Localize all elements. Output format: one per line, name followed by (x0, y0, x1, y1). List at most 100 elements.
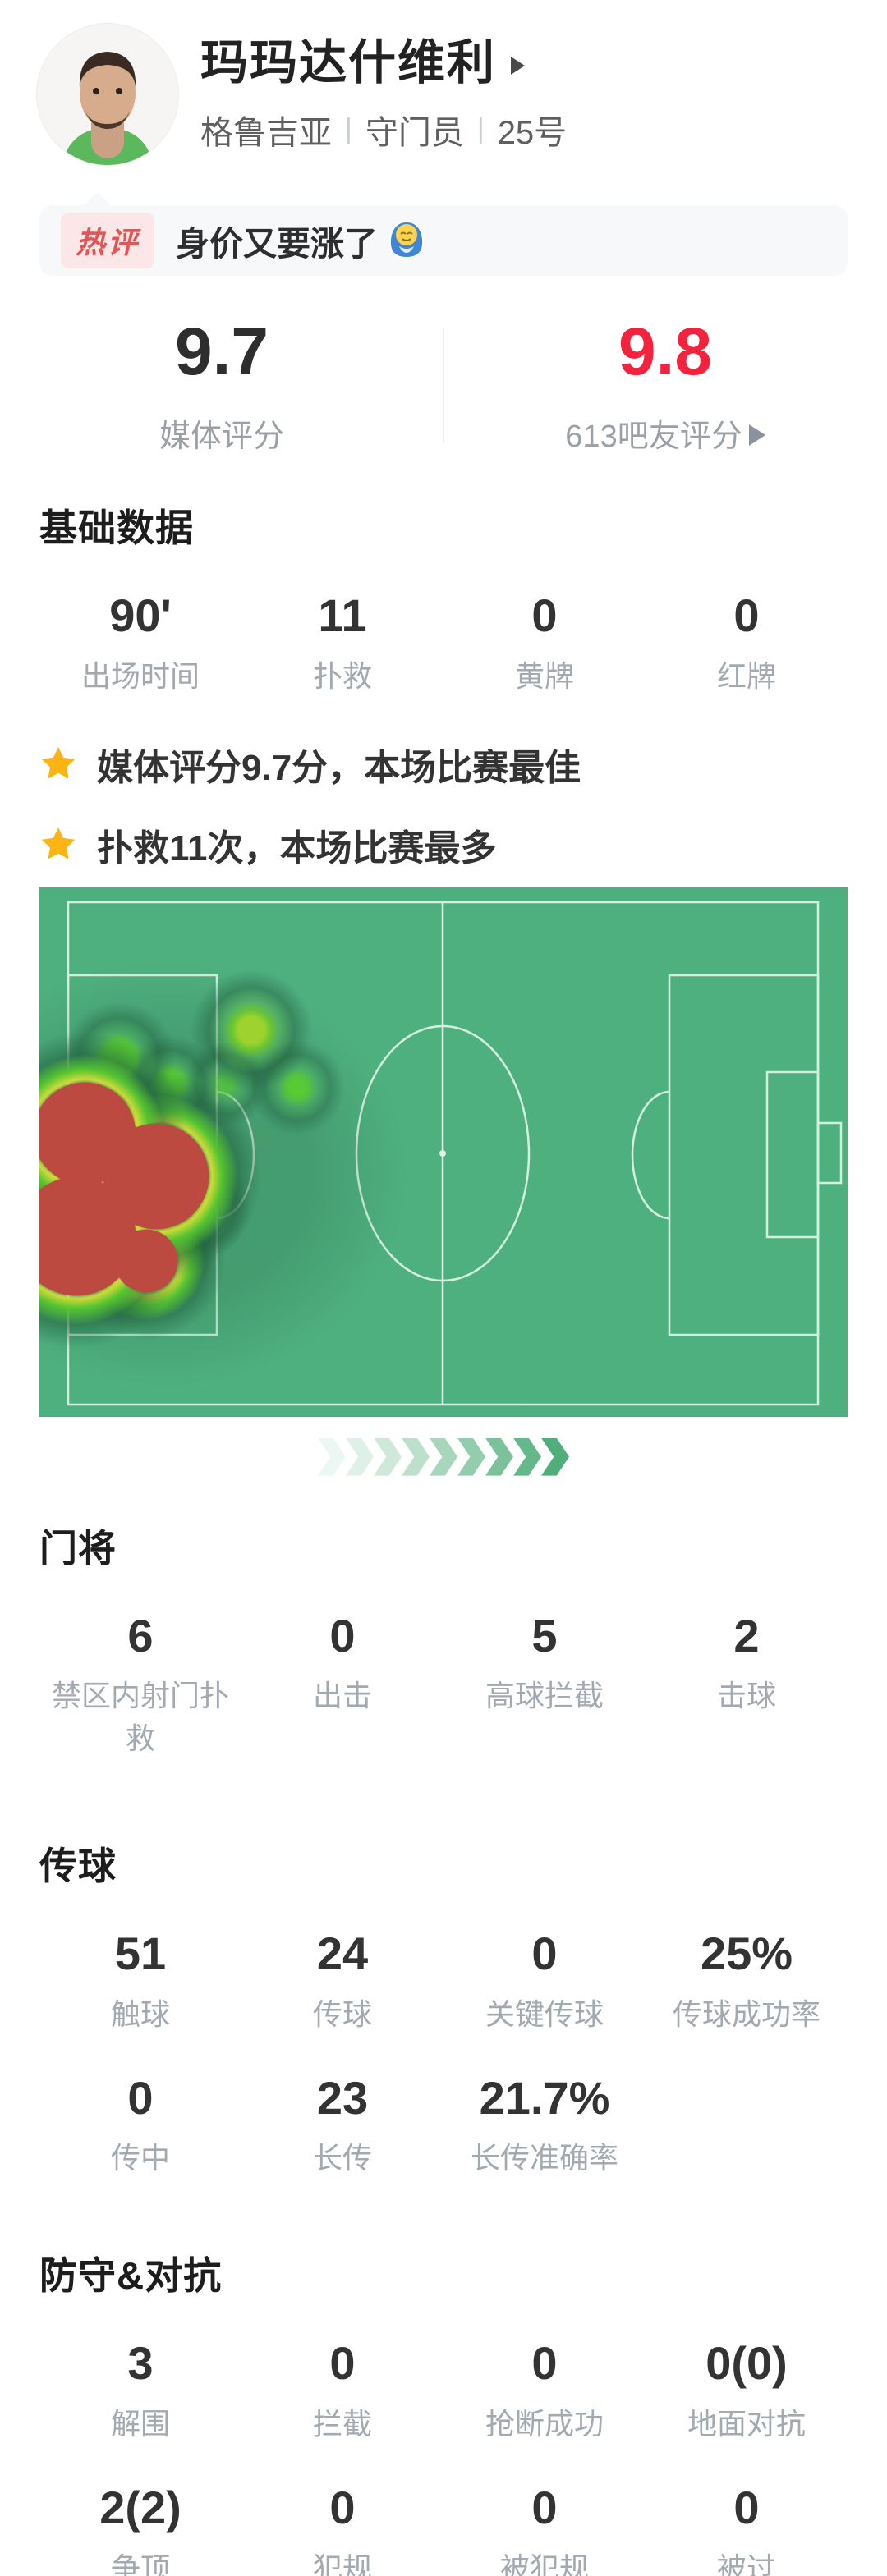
section-title-passing: 传球 (39, 1845, 117, 1888)
chevron-icon (374, 1437, 402, 1476)
stat-label: 出场时间 (80, 658, 200, 693)
fans-rating-label: 613吧友评分 (444, 410, 887, 456)
chevron-icon (485, 1437, 513, 1476)
stat-value: 21.7% (479, 2071, 610, 2124)
stat-value: 0 (733, 2481, 760, 2533)
wrapped-baby-emoji (388, 218, 425, 264)
stat-long-balls: 23 长传 (241, 2073, 444, 2178)
stat-value: 0 (329, 2481, 356, 2533)
stat-value: 0 (531, 2337, 558, 2390)
stat-minutes: 90' 出场时间 (39, 590, 241, 695)
star-icon (41, 746, 76, 779)
stat-label: 地面对抗 (687, 2406, 806, 2441)
stat-label: 解围 (110, 2406, 170, 2441)
player-photo (37, 24, 178, 165)
stat-label: 传球 (312, 1996, 372, 2031)
hot-comment-bubble[interactable]: 热评 身价又要涨了 (39, 205, 848, 276)
player-avatar[interactable] (36, 23, 179, 166)
basic-stats-grid: 90' 出场时间 11 扑救 0 黄牌 0 红牌 (39, 590, 848, 695)
stat-crosses: 0 传中 (39, 2073, 241, 2178)
stat-label: 犯规 (312, 2551, 372, 2576)
meta-separator: | (345, 113, 352, 145)
stat-interceptions: 0 拦截 (241, 2338, 444, 2443)
chevron-icon (513, 1437, 541, 1476)
highlight-text: 扑救11次，本场比赛最多 (97, 827, 497, 869)
stat-label: 被过 (716, 2551, 776, 2576)
stat-value: 5 (531, 1609, 558, 1662)
stat-value: 2(2) (99, 2481, 182, 2533)
stat-value: 3 (127, 2337, 154, 2390)
defense-stats-row2: 2(2) 争顶 0 犯规 0 被犯规 0 被过 (39, 2482, 848, 2576)
media-rating-label: 媒体评分 (159, 419, 284, 454)
stat-value: 0 (531, 1927, 558, 1980)
section-title-goalkeeper: 门将 (39, 1526, 117, 1570)
highlight-row: 媒体评分9.7分，本场比赛最佳 (0, 738, 887, 791)
stat-label: 触球 (110, 1996, 170, 2031)
heatmap-pitch (39, 887, 848, 1417)
stat-long-ball-accuracy: 21.7% 长传准确率 (444, 2073, 646, 2178)
media-rating-value: 9.7 (175, 314, 269, 389)
stat-value: 0 (733, 589, 760, 641)
stat-label: 高球拦截 (485, 1679, 604, 1713)
stat-aerial-duels: 2(2) 争顶 (39, 2482, 241, 2576)
stat-passes: 24 传球 (241, 1928, 444, 2033)
stat-runs-out: 0 出击 (241, 1609, 444, 1758)
stat-ground-duels: 0(0) 地面对抗 (646, 2338, 848, 2443)
stat-value: 11 (318, 589, 367, 641)
arrow-right-icon (748, 424, 765, 446)
stat-value: 0 (127, 2071, 154, 2124)
star-icon (41, 827, 76, 859)
defense-stats-row1: 3 解围 0 拦截 0 抢断成功 0(0) 地面对抗 (39, 2338, 848, 2443)
stat-yellow-cards: 0 黄牌 (444, 590, 646, 695)
goalkeeper-stats-grid: 6 禁区内射门扑救 0 出击 5 高球拦截 2 击球 (39, 1609, 848, 1758)
player-shirt-number: 25号 (497, 114, 568, 151)
section-title-basic: 基础数据 (39, 506, 194, 549)
passing-stats-row1: 51 触球 24 传球 0 关键传球 25% 传球成功率 (39, 1928, 848, 2033)
stat-value: 0 (329, 2337, 356, 2390)
hot-comment-text: 身价又要涨了 (176, 225, 379, 263)
stat-label: 长传准确率 (470, 2141, 618, 2175)
stat-value: 0 (531, 589, 558, 641)
stat-red-cards: 0 红牌 (646, 590, 848, 695)
stat-label: 拦截 (312, 2406, 372, 2441)
player-name-row[interactable]: 玛玛达什维利 (200, 36, 567, 91)
stat-label: 被犯规 (499, 2551, 589, 2576)
player-nationality: 格鲁吉亚 (200, 114, 332, 151)
stat-touches: 51 触球 (39, 1928, 241, 2033)
stat-label: 争顶 (110, 2551, 170, 2576)
stat-value: 0 (329, 1609, 356, 1662)
player-position: 守门员 (365, 114, 464, 151)
stat-label: 击球 (716, 1679, 776, 1713)
chevron-icon (457, 1437, 485, 1476)
stat-clearances: 3 解围 (39, 2338, 241, 2443)
fans-rating-label-text: 613吧友评分 (565, 419, 742, 454)
fans-rating[interactable]: 9.8 613吧友评分 (444, 319, 887, 456)
chevron-icon (430, 1437, 457, 1476)
stat-value: 2 (733, 1609, 760, 1662)
stat-label: 抢断成功 (485, 2406, 604, 2441)
chevron-icon (346, 1437, 374, 1476)
stat-label: 扑救 (312, 658, 372, 693)
stat-value: 0 (531, 2481, 558, 2533)
media-rating: 9.7 媒体评分 (0, 319, 444, 456)
header: 玛玛达什维利 格鲁吉亚 | 守门员 | 25号 (0, 0, 887, 166)
stat-high-claims: 5 高球拦截 (444, 1609, 646, 1758)
chevron-right-icon (511, 57, 526, 76)
chevron-divider (0, 1437, 887, 1476)
stat-label: 黄牌 (514, 658, 574, 693)
stat-key-passes: 0 关键传球 (444, 1928, 646, 2033)
stat-label: 传球成功率 (672, 1996, 820, 2031)
stat-value: 6 (127, 1609, 154, 1662)
stat-value: 51 (114, 1927, 167, 1980)
stat-label: 关键传球 (485, 1996, 604, 2031)
stat-tackles-won: 0 抢断成功 (444, 2338, 646, 2443)
stat-pass-accuracy: 25% 传球成功率 (646, 1928, 848, 2033)
stat-value: 23 (316, 2071, 369, 2124)
passing-stats-row2: 0 传中 23 长传 21.7% 长传准确率 (39, 2073, 848, 2178)
stat-label: 禁区内射门扑救 (51, 1679, 229, 1756)
player-name: 玛玛达什维利 (200, 36, 497, 89)
fans-rating-value: 9.8 (618, 314, 712, 389)
chevron-icon (402, 1437, 430, 1476)
meta-separator: | (476, 113, 485, 145)
